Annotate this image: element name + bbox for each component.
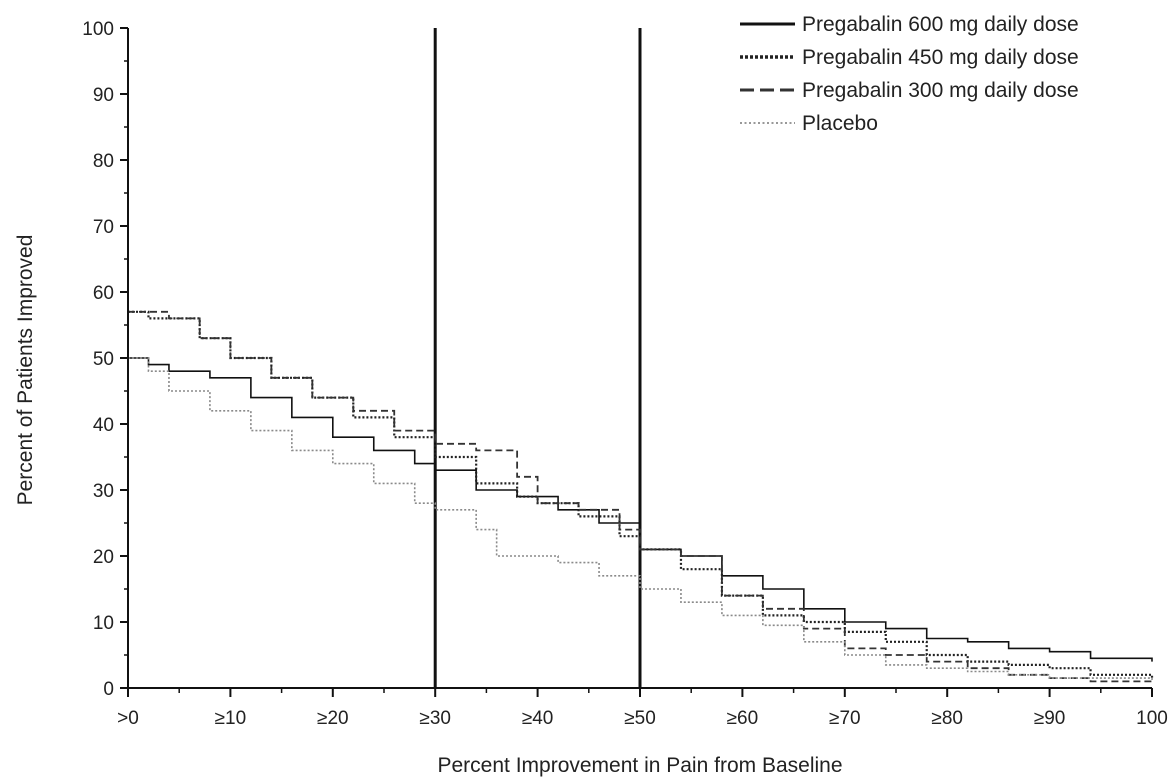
y-tick-label: 50	[93, 349, 114, 370]
x-tick-label: ≥90	[1034, 708, 1066, 729]
x-tick-label: ≥70	[829, 708, 861, 729]
y-tick-label: 60	[93, 283, 114, 304]
x-tick-label: ≥10	[215, 708, 247, 729]
y-tick-label: 70	[93, 217, 114, 238]
y-tick-label: 20	[93, 547, 114, 568]
y-tick-label: 80	[93, 151, 114, 172]
y-tick-label: 90	[93, 85, 114, 106]
legend-label: Pregabalin 600 mg daily dose	[802, 13, 1079, 36]
reference-lines	[433, 28, 642, 688]
y-tick-label: 40	[93, 415, 114, 436]
x-axis-title: Percent Improvement in Pain from Baselin…	[437, 754, 842, 777]
series-line-2	[128, 310, 1152, 683]
x-tick-label: 100	[1136, 708, 1168, 729]
y-tick-label: 100	[82, 19, 114, 40]
x-tick-label: ≥50	[624, 708, 656, 729]
legend-label: Pregabalin 450 mg daily dose	[802, 46, 1079, 69]
legend-label: Pregabalin 300 mg daily dose	[802, 79, 1079, 102]
series-lines	[128, 310, 1154, 683]
x-tick-label: ≥40	[522, 708, 554, 729]
legend-label: Placebo	[802, 112, 878, 135]
x-tick-label: ≥80	[931, 708, 963, 729]
y-tick-label: 10	[93, 613, 114, 634]
legend: Pregabalin 600 mg daily dose Pregabalin 4…	[740, 13, 1079, 135]
series-line-0	[128, 357, 1153, 662]
y-axis-ticks: 0 10 20 30 40 50 60 70 80 90 100	[82, 19, 128, 700]
x-tick-label: ≥30	[419, 708, 451, 729]
y-axis-title: Percent of Patients Improved	[14, 235, 37, 506]
x-axis-ticks: >0 ≥10 ≥20 ≥30 ≥40 ≥50 ≥60 ≥70 ≥80 ≥90 100	[117, 688, 1168, 729]
y-tick-label: 30	[93, 481, 114, 502]
y-tick-label: 0	[103, 679, 114, 700]
x-tick-label: ≥60	[727, 708, 759, 729]
x-tick-label: ≥20	[317, 708, 349, 729]
x-tick-label: >0	[117, 708, 139, 729]
